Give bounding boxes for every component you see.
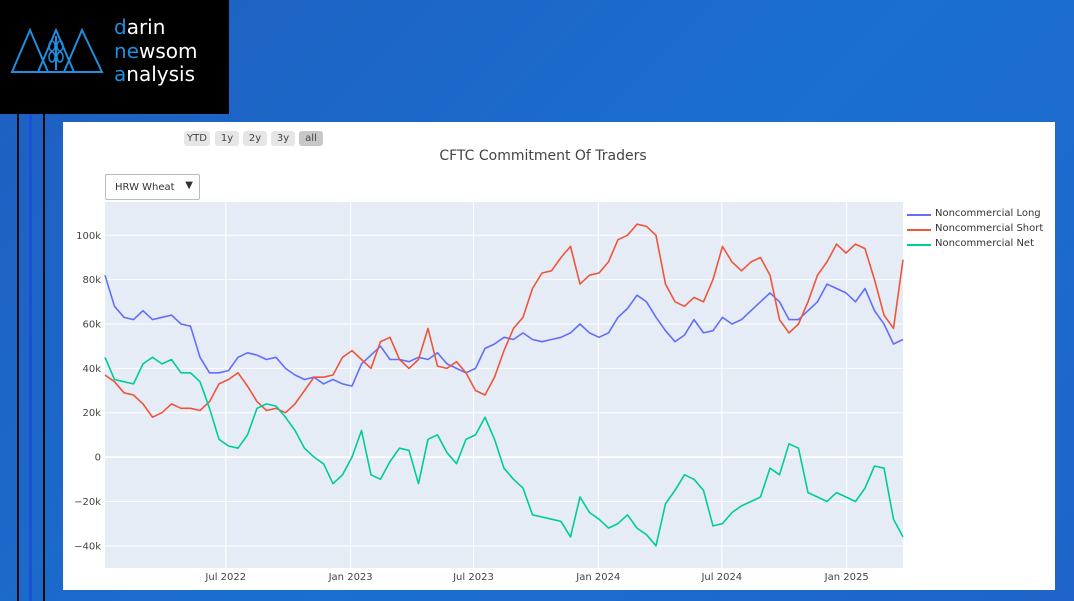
decorative-line <box>43 114 45 601</box>
x-tick-label: Jul 2022 <box>204 572 246 583</box>
logo-mountains-icon <box>10 27 104 73</box>
y-tick-label: −20k <box>74 497 101 508</box>
series-line-net <box>104 356 904 547</box>
range-button-all[interactable]: all <box>299 131 323 146</box>
x-tick-label: Jan 2025 <box>824 572 869 583</box>
logo-accent: d <box>114 15 127 39</box>
series-line-long <box>104 274 904 387</box>
range-button-ytd[interactable]: YTD <box>184 131 210 146</box>
logo-text: darin newsom analysis <box>114 15 198 87</box>
logo-accent: ne <box>114 38 139 63</box>
x-tick-label: Jul 2024 <box>700 572 742 583</box>
logo-word: arin <box>126 15 166 39</box>
commodity-dropdown[interactable]: HRW Wheat ▼ <box>105 174 200 200</box>
series-line-short <box>104 223 904 419</box>
legend-swatch <box>907 229 931 231</box>
y-tick-label: 80k <box>82 275 101 286</box>
y-tick-label: 0 <box>95 453 101 464</box>
logo-word: wsom <box>138 38 198 63</box>
logo-word: nalysis <box>126 62 195 86</box>
chart-panel: −40k −20k 0 20k 40k 60k 80k 100k Jul 2022 Jan 202… <box>63 122 1055 590</box>
x-tick-label: Jul 2023 <box>452 572 494 583</box>
dropdown-value: HRW Wheat <box>115 182 175 193</box>
y-tick-label: −40k <box>74 541 101 552</box>
legend-swatch <box>907 244 931 246</box>
y-tick-label: 40k <box>82 364 101 375</box>
y-tick-label: 60k <box>82 320 101 331</box>
legend-label: Noncommercial Net <box>935 238 1034 249</box>
range-button-1y[interactable]: 1y <box>215 131 239 146</box>
brand-logo: darin newsom analysis <box>0 0 229 114</box>
y-tick-label: 100k <box>76 231 101 242</box>
chart-title: CFTC Commitment Of Traders <box>439 148 647 164</box>
x-tick-label: Jan 2023 <box>328 572 373 583</box>
legend-swatch <box>907 214 931 216</box>
range-button-3y[interactable]: 3y <box>271 131 295 146</box>
logo-accent: a <box>114 62 127 86</box>
legend-label: Noncommercial Long <box>935 208 1041 219</box>
range-button-2y[interactable]: 2y <box>243 131 267 146</box>
decorative-line <box>17 114 19 601</box>
caret-down-icon: ▼ <box>185 180 193 191</box>
x-tick-label: Jan 2024 <box>575 572 620 583</box>
plot-area <box>105 202 903 568</box>
chart-canvas: −40k −20k 0 20k 40k 60k 80k 100k Jul 2022 Jan 202… <box>74 202 904 583</box>
decorative-line <box>29 114 32 601</box>
y-tick-label: 20k <box>82 408 101 419</box>
legend-label: Noncommercial Short <box>935 223 1044 234</box>
